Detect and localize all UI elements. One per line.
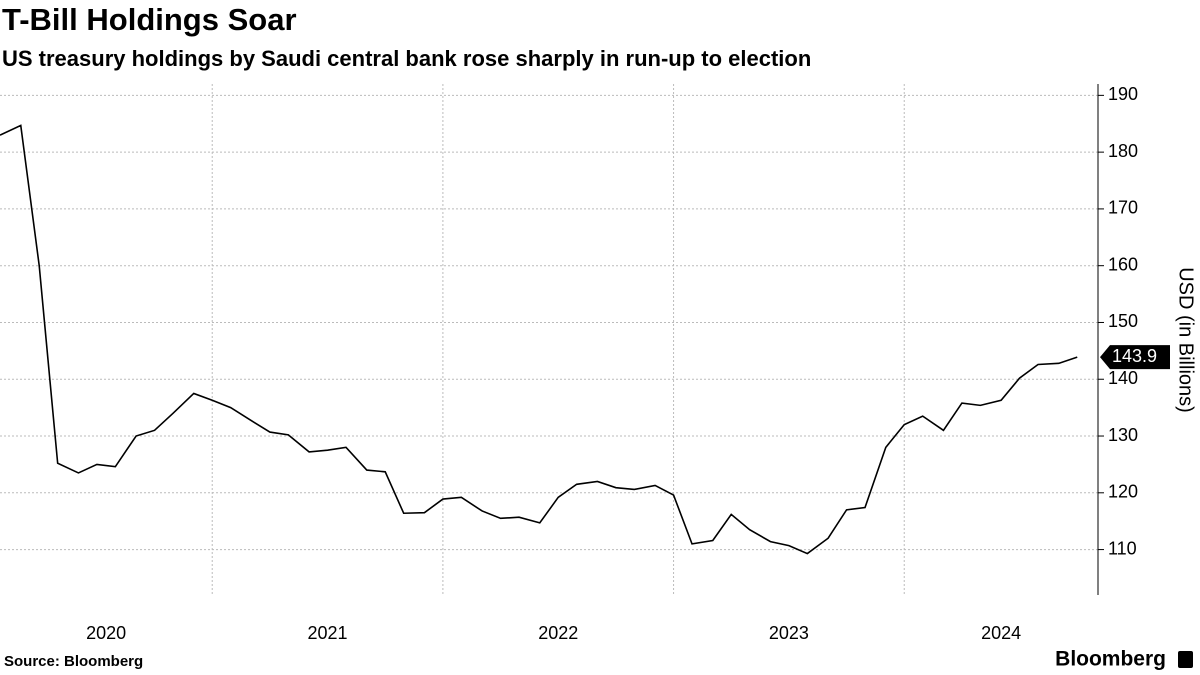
y-tick-label: 150: [1108, 311, 1138, 331]
last-value-flag: [1100, 345, 1170, 370]
y-axis-label: USD (in Billions): [1175, 267, 1197, 413]
x-tick-label: 2021: [308, 623, 348, 643]
y-tick-label: 190: [1108, 84, 1138, 104]
line-series: [0, 124, 1078, 555]
x-tick-label: 2022: [538, 623, 578, 643]
y-tick-label: 170: [1108, 198, 1138, 218]
last-value-label: 143.9: [1112, 346, 1157, 366]
y-tick-label: 180: [1108, 141, 1138, 161]
chart-title: T-Bill Holdings Soar: [2, 2, 297, 37]
source: Source: Bloomberg: [4, 653, 143, 670]
x-tick-label: 2024: [981, 623, 1021, 643]
x-tick-label: 2023: [769, 623, 809, 643]
chart-subtitle: US treasury holdings by Saudi central ba…: [2, 46, 811, 71]
y-tick-label: 140: [1108, 368, 1138, 388]
x-tick-label: 2020: [86, 623, 126, 643]
brand-icon: [1178, 651, 1193, 668]
y-tick-label: 120: [1108, 482, 1138, 502]
y-tick-label: 160: [1108, 254, 1138, 274]
brand-logo: Bloomberg: [1055, 648, 1166, 671]
y-tick-label: 110: [1108, 538, 1137, 558]
y-tick-label: 130: [1108, 425, 1138, 445]
